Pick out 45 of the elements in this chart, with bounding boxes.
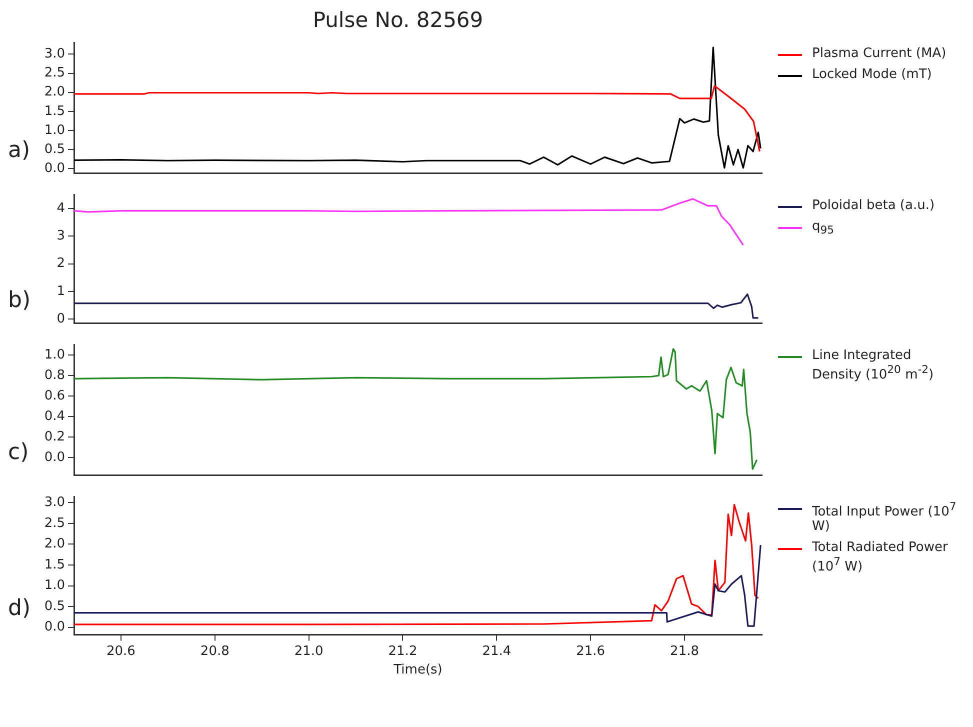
text: a) — [8, 138, 30, 163]
y-tick-label: 1.5 — [44, 557, 65, 572]
x-tick-label: 21.6 — [576, 644, 606, 659]
legend-label: q$_{95}$ — [812, 219, 834, 237]
x-tick-label: 21.4 — [482, 644, 512, 659]
text: b) — [8, 288, 31, 313]
x-tick-label: 20.8 — [200, 644, 230, 659]
y-tick-label: 2.5 — [44, 516, 65, 531]
text: d) — [8, 596, 31, 621]
legend-label: Plasma Current (MA) — [812, 46, 946, 61]
y-tick-label: 0.4 — [44, 409, 65, 424]
y-tick-label: 2.0 — [44, 84, 65, 100]
y-tick-label: 1.0 — [44, 578, 65, 594]
text: c) — [8, 440, 29, 465]
x-tick-label: 21.0 — [294, 644, 324, 659]
x-axis-title: Time(s) — [392, 662, 442, 678]
y-tick-label: 1 — [56, 284, 65, 299]
x-tick-label: 21.8 — [670, 644, 699, 659]
text: Total Input Power (10$^{7}$ W) — [812, 500, 956, 534]
y-tick-label: 0.8 — [44, 368, 65, 383]
y-tick-label: 3.0 — [44, 494, 65, 510]
legend-label: Locked Mode (mT) — [812, 67, 932, 82]
y-tick-label: 2.5 — [44, 66, 65, 81]
y-tick-label: 2.0 — [44, 536, 65, 552]
legend-label: Poloidal beta (a.u.) — [812, 198, 935, 213]
y-tick-label: 0.0 — [44, 450, 65, 466]
y-tick-label: 0.6 — [44, 388, 65, 404]
y-tick-label: 2 — [56, 256, 65, 272]
y-tick-label: 1.0 — [44, 347, 65, 362]
legend-label: Line Integrated Density (10$^{20}$ m$^{-2}$) — [812, 348, 935, 382]
x-tick-label: 20.6 — [106, 644, 136, 659]
y-tick-label: 3 — [56, 228, 65, 244]
y-tick-label: 0.2 — [44, 430, 65, 445]
y-tick-label: 0 — [56, 311, 65, 326]
y-tick-label: 0.5 — [44, 142, 65, 157]
legend-label: Total Radiated Power (10$^{7}$ W) — [812, 540, 949, 575]
y-tick-label: 1.5 — [44, 104, 65, 119]
y-tick-label: 0.0 — [44, 161, 65, 176]
y-tick-label: 0.0 — [44, 620, 65, 635]
y-tick-label: 4 — [56, 200, 65, 216]
chart-title: Pulse No. 82569 — [312, 8, 484, 32]
y-tick-label: 1.0 — [44, 122, 65, 138]
y-tick-label: 3.0 — [44, 46, 65, 62]
y-tick-label: 0.5 — [44, 598, 65, 614]
x-tick-label: 21.2 — [388, 644, 418, 659]
